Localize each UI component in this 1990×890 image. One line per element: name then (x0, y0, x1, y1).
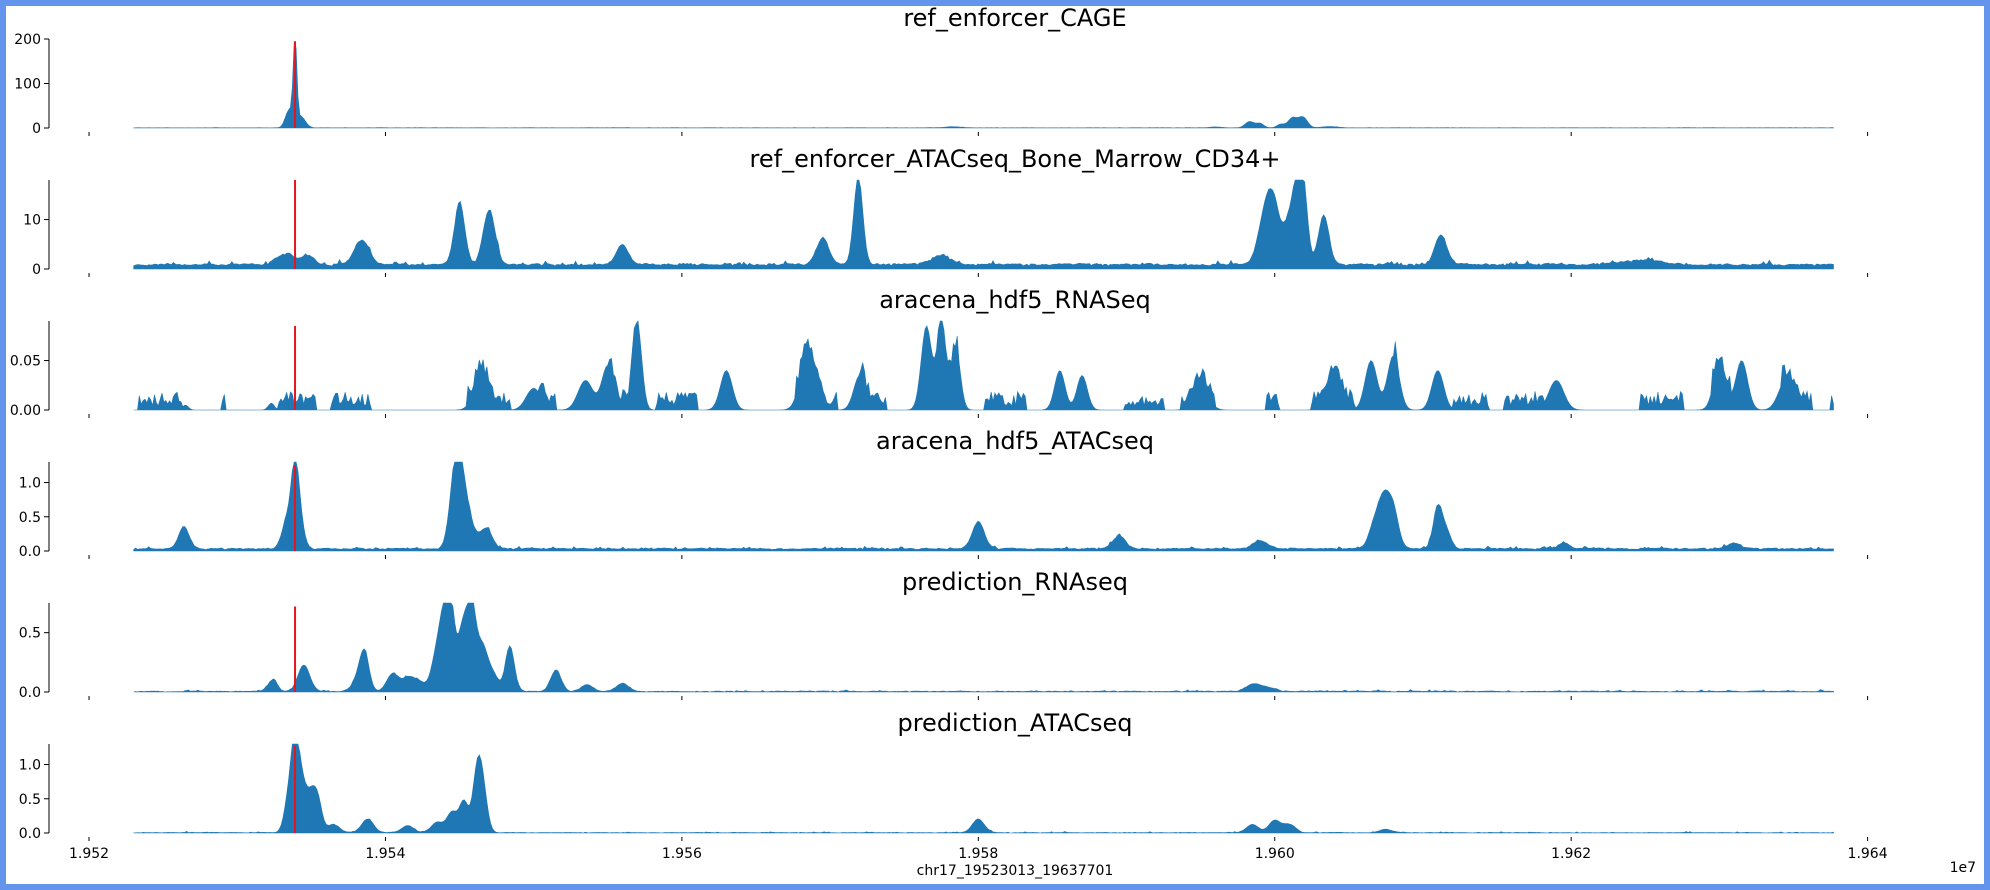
y-tick-label: 0.5 (19, 626, 41, 642)
area-series (133, 179, 1834, 270)
area-series (133, 743, 1834, 834)
x-tick-label: 1.960 (1255, 846, 1295, 862)
area-series (133, 41, 1834, 129)
panel-title: ref_enforcer_ATACseq_Bone_Marrow_CD34+ (750, 145, 1281, 173)
figure-svg: ref_enforcer_CAGE0100200ref_enforcer_ATA… (10, 6, 1976, 879)
panel-title: aracena_hdf5_RNASeq (879, 286, 1151, 314)
figure-frame: ref_enforcer_CAGE 0 100 200 ref_enforcer_ATA… (6, 6, 1984, 884)
panel-title: ref_enforcer_CAGE (903, 6, 1126, 32)
y-tick-label: 0 (32, 121, 41, 137)
y-tick-label: 0.0 (19, 826, 41, 842)
y-tick-label: 0.05 (10, 354, 41, 370)
y-tick-label: 0.0 (19, 685, 41, 701)
x-offset-label: 1e7 (1950, 860, 1976, 876)
panel-title: prediction_ATACseq (897, 709, 1132, 737)
y-tick-label: 0 (32, 262, 41, 278)
x-tick-label: 1.952 (69, 846, 109, 862)
area-series (133, 602, 1834, 693)
y-tick-label: 100 (14, 77, 41, 93)
x-tick-label: 1.958 (958, 846, 998, 862)
x-tick-label: 1.964 (1848, 846, 1888, 862)
y-tick-label: 1.0 (19, 476, 41, 492)
x-tick-label: 1.954 (365, 846, 405, 862)
y-tick-label: 200 (14, 32, 41, 48)
area-series (133, 320, 1834, 411)
y-tick-label: 0.5 (19, 510, 41, 526)
y-tick-label: 0.5 (19, 792, 41, 808)
x-tick-label: 1.962 (1551, 846, 1591, 862)
x-axis-label: chr17_19523013_19637701 (917, 863, 1114, 879)
y-tick-label: 0.0 (19, 544, 41, 560)
y-tick-label: 1.0 (19, 758, 41, 774)
panel-title: aracena_hdf5_ATACseq (876, 427, 1154, 455)
panel-title: prediction_RNAseq (902, 568, 1128, 596)
y-tick-label: 10 (23, 213, 41, 229)
y-tick-label: 0.00 (10, 403, 41, 419)
x-tick-label: 1.956 (662, 846, 702, 862)
area-series (133, 461, 1834, 552)
